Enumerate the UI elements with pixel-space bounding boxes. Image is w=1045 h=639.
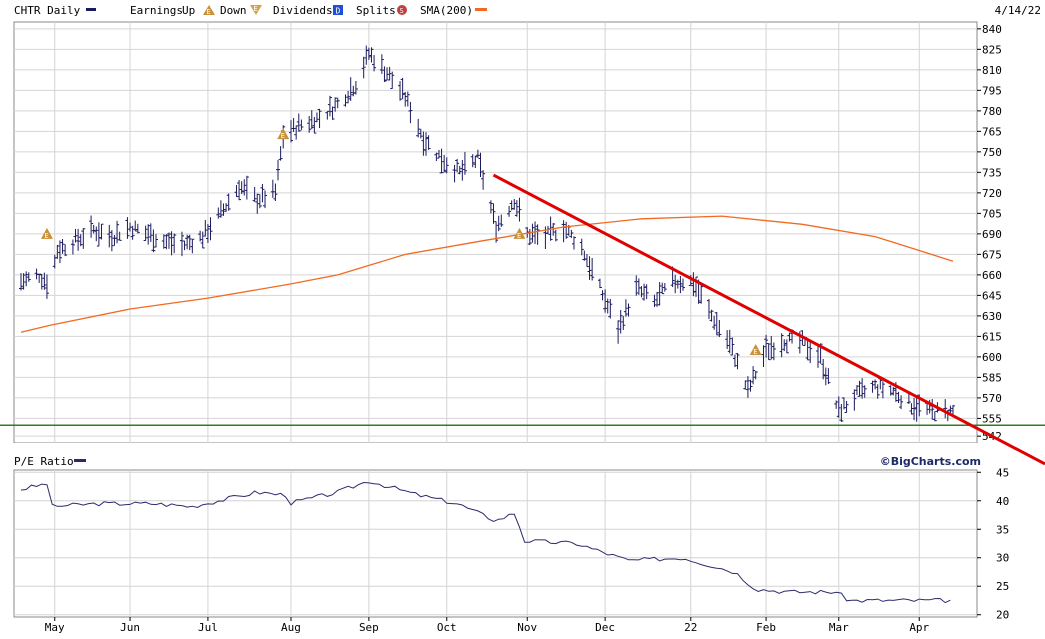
splits-icon-letter: S [400, 7, 404, 15]
price-panel-frame [13, 21, 978, 444]
price-tick-label: 750 [982, 146, 1002, 159]
ticker-swatch [86, 8, 96, 11]
x-tick-label: Aug [281, 621, 301, 634]
earnings-marker-letter: E [517, 232, 521, 240]
pe-tick-label: 30 [996, 552, 1009, 565]
earnings-marker-icon: E [40, 227, 53, 240]
x-tick-label: Mar [829, 621, 849, 634]
price-tick-label: 675 [982, 248, 1002, 261]
price-tick-label: 735 [982, 166, 1002, 179]
x-tick-label: Sep [359, 621, 379, 634]
price-tick-label: 555 [982, 412, 1002, 425]
pe-panel-frame [13, 469, 978, 618]
x-tick-label: Feb [756, 621, 776, 634]
price-grid [14, 22, 977, 443]
pe-tick-label: 45 [996, 466, 1009, 479]
earnings-marker-letter: E [753, 348, 757, 356]
pe-label: P/E Ratio [14, 455, 74, 468]
pe-tick-label: 35 [996, 523, 1009, 536]
price-panel: 5425555705856006156306456606756907057207… [13, 21, 1002, 444]
sma-label: SMA(200) [420, 4, 473, 17]
price-tick-label: 780 [982, 105, 1002, 118]
earnings-marker-icon: E [277, 128, 290, 140]
dividends-icon-letter: D [336, 7, 341, 16]
separator-band [0, 443, 1045, 455]
price-tick-label: 660 [982, 269, 1002, 282]
up-label: Up [182, 4, 195, 17]
earnings-marker-shape [40, 227, 53, 239]
legend-bar: CHTR Daily Earnings Up E Down E Dividend… [14, 4, 1041, 17]
x-tick-label: Oct [437, 621, 457, 634]
dividends-icon: D [333, 5, 343, 16]
watermark: ©BigCharts.com [880, 455, 981, 468]
earnings-label: Earnings [130, 4, 183, 17]
pe-y-axis: 20 25 30 35 40 45 [977, 466, 1009, 622]
x-tick-label: May [45, 621, 65, 634]
price-tick-label: 825 [982, 43, 1002, 56]
splits-icon: S [397, 5, 407, 15]
price-tick-label: 810 [982, 64, 1002, 77]
price-tick-label: 720 [982, 187, 1002, 200]
earnings-marker-icon: E [513, 227, 526, 240]
x-tick-label: Apr [909, 621, 929, 634]
x-axis: May Jun Jul Aug Sep Oct Nov Dec 22 Feb Mar Apr [45, 617, 930, 634]
earnings-markers: E E E E [40, 128, 762, 356]
pe-line [20, 481, 951, 604]
price-tick-label: 600 [982, 351, 1002, 364]
price-tick-label: 765 [982, 125, 1002, 138]
x-tick-label: Jul [198, 621, 218, 634]
earnings-down-icon-letter: E [254, 5, 258, 13]
dividends-label: Dividends [273, 4, 333, 17]
price-bars [19, 45, 955, 422]
pe-tick-label: 20 [996, 609, 1009, 622]
separator-strip: P/E Ratio ©BigCharts.com [0, 443, 1045, 468]
pe-tick-label: 40 [996, 495, 1009, 508]
sma-line [20, 215, 954, 333]
price-tick-label: 840 [982, 23, 1002, 36]
ticker-label: CHTR Daily [14, 4, 81, 17]
pe-grid [14, 470, 977, 617]
price-tick-label: 585 [982, 371, 1002, 384]
earnings-up-icon: E [203, 5, 215, 16]
sma-swatch [475, 8, 487, 11]
earnings-marker-icon: E [749, 344, 762, 356]
earnings-marker-shape [277, 128, 290, 140]
date-label: 4/14/22 [995, 4, 1041, 17]
price-tick-label: 645 [982, 289, 1002, 302]
earnings-up-icon-letter: E [207, 8, 211, 16]
price-tick-label: 690 [982, 228, 1002, 241]
price-tick-label: 570 [982, 392, 1002, 405]
x-tick-label: 22 [684, 621, 697, 634]
price-tick-label: 630 [982, 310, 1002, 323]
earnings-marker-shape [513, 227, 526, 239]
x-tick-label: Jun [120, 621, 140, 634]
trendline [492, 173, 1045, 466]
pe-panel: 20 25 30 35 40 45 [13, 466, 1009, 622]
earnings-down-icon: E [250, 5, 262, 15]
price-y-axis: 5425555705856006156306456606756907057207… [977, 23, 1002, 443]
x-tick-label: Dec [595, 621, 615, 634]
earnings-marker-letter: E [281, 132, 285, 140]
price-tick-label: 705 [982, 207, 1002, 220]
splits-label: Splits [356, 4, 396, 17]
price-tick-label: 795 [982, 84, 1002, 97]
price-tick-label: 615 [982, 330, 1002, 343]
earnings-marker-letter: E [44, 232, 48, 240]
pe-swatch [74, 459, 86, 462]
x-tick-label: Nov [517, 621, 537, 634]
earnings-marker-shape [749, 344, 762, 356]
down-label: Down [220, 4, 247, 17]
pe-tick-label: 25 [996, 580, 1009, 593]
